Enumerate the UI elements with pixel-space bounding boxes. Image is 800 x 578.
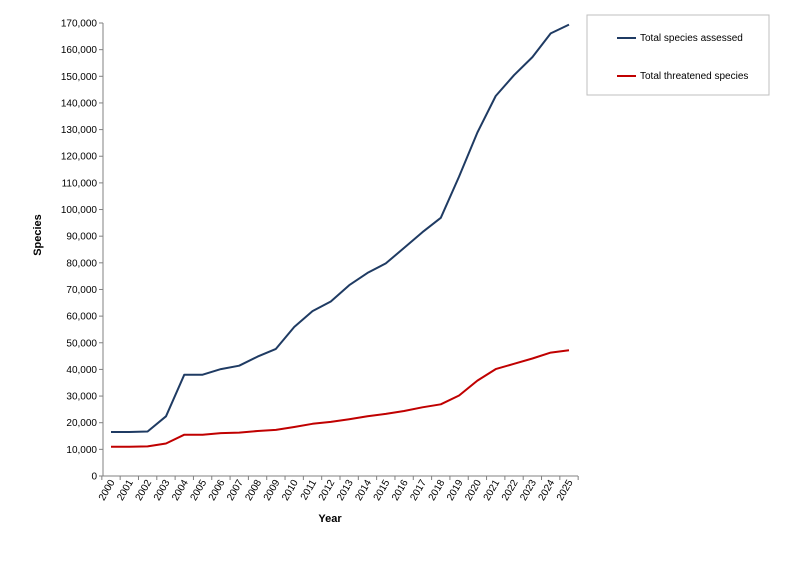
legend-box [586, 14, 770, 96]
y-axis-title: Species [32, 214, 44, 256]
y-tick-label: 70,000 [66, 285, 97, 296]
y-tick-label: 30,000 [66, 392, 97, 403]
legend: Total species assessed Total threatened … [586, 14, 770, 96]
x-tick-label: 2007 [225, 478, 246, 503]
x-tick-label: 2024 [537, 478, 558, 503]
x-tick-label: 2009 [262, 478, 283, 503]
x-tick-label: 2021 [482, 478, 503, 503]
x-tick-label: 2011 [299, 478, 319, 503]
x-tick-label: 2015 [372, 478, 393, 503]
x-tick-label: 2008 [244, 478, 265, 503]
x-tick-label: 2002 [134, 478, 155, 503]
y-tick-label: 20,000 [66, 418, 97, 429]
x-tick-label: 2020 [463, 478, 484, 503]
x-tick-label: 2003 [152, 478, 173, 503]
y-tick-label: 130,000 [61, 125, 98, 136]
y-tick-label: 80,000 [66, 258, 97, 269]
x-tick-label: 2010 [280, 478, 301, 503]
x-tick-label: 2005 [189, 478, 210, 503]
series-line-total-threatened-species [111, 349, 570, 448]
y-tick-label: 90,000 [66, 232, 97, 243]
y-tick-label: 150,000 [61, 72, 98, 83]
series-line-total-species-assessed [111, 23, 570, 433]
legend-label-total-species-assessed: Total species assessed [640, 33, 743, 44]
x-tick-label: 2013 [335, 478, 356, 503]
y-tick-label: 100,000 [61, 205, 98, 216]
series-lines [110, 23, 570, 448]
x-tick-label: 2014 [353, 478, 374, 503]
y-tick-label: 10,000 [66, 445, 97, 456]
y-tick-label: 140,000 [61, 98, 98, 109]
x-tick-label: 2025 [555, 478, 576, 503]
x-tick-label: 2018 [427, 478, 448, 503]
x-tick-label: 2004 [170, 478, 191, 503]
x-tick-label: 2023 [518, 478, 539, 503]
x-tick-label: 2016 [390, 478, 411, 503]
y-tick-label: 60,000 [66, 312, 97, 323]
y-tick-label: 40,000 [66, 365, 97, 376]
x-tick-label: 2022 [500, 478, 521, 503]
x-axis-title: Year [318, 513, 342, 525]
y-tick-label: 170,000 [61, 19, 98, 30]
x-tick-label: 2017 [408, 478, 429, 503]
y-tick-label: 160,000 [61, 45, 98, 56]
y-tick-label: 120,000 [61, 152, 98, 163]
x-tick-label: 2012 [317, 478, 338, 503]
x-tick-label: 2006 [207, 478, 228, 503]
y-tick-label: 0 [91, 472, 97, 483]
y-axis: 0 10,000 20,000 30,000 40,000 50,000 60,000 70,… [61, 19, 103, 483]
legend-label-total-threatened-species: Total threatened species [640, 71, 748, 82]
x-axis: 2000200120022003200420052006200720082009… [97, 476, 579, 503]
x-tick-label: 2019 [445, 478, 466, 503]
plot-area [102, 23, 578, 477]
y-tick-label: 50,000 [66, 338, 97, 349]
x-tick-label: 2001 [115, 478, 136, 503]
y-tick-label: 110,000 [62, 178, 98, 189]
x-tick-label: 2000 [97, 478, 118, 503]
